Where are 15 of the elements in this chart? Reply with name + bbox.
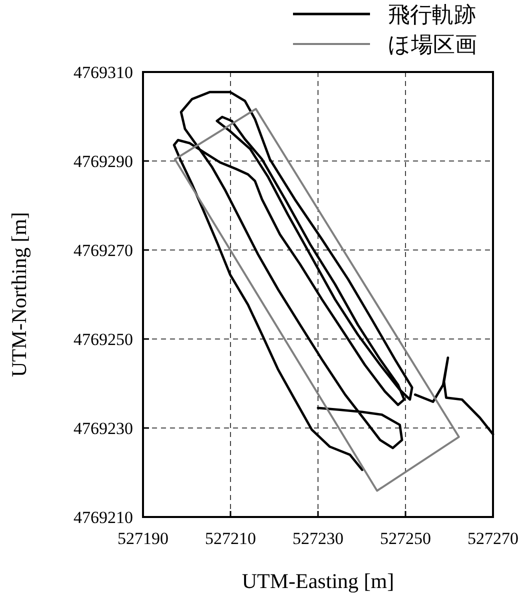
x-tick-label: 527190 (118, 529, 168, 548)
y-tick-label: 4769310 (74, 63, 133, 82)
x-tick-label: 527230 (292, 529, 344, 548)
y-tick-label: 4769210 (74, 508, 133, 527)
legend-label: ほ場区画 (388, 32, 477, 57)
x-tick-label: 527250 (380, 529, 431, 548)
x-tick-label: 527270 (468, 529, 518, 548)
x-axis-title: UTM-Easting [m] (242, 569, 394, 593)
y-axis-title: UTM-Northing [m] (7, 212, 31, 378)
y-tick-label: 4769250 (74, 330, 133, 349)
y-tick-label: 4769230 (74, 419, 133, 438)
y-tick-label: 4769270 (74, 241, 133, 260)
y-tick-label: 4769290 (74, 152, 133, 171)
legend-label: 飛行軌跡 (388, 2, 476, 27)
x-tick-label: 527210 (205, 529, 256, 548)
